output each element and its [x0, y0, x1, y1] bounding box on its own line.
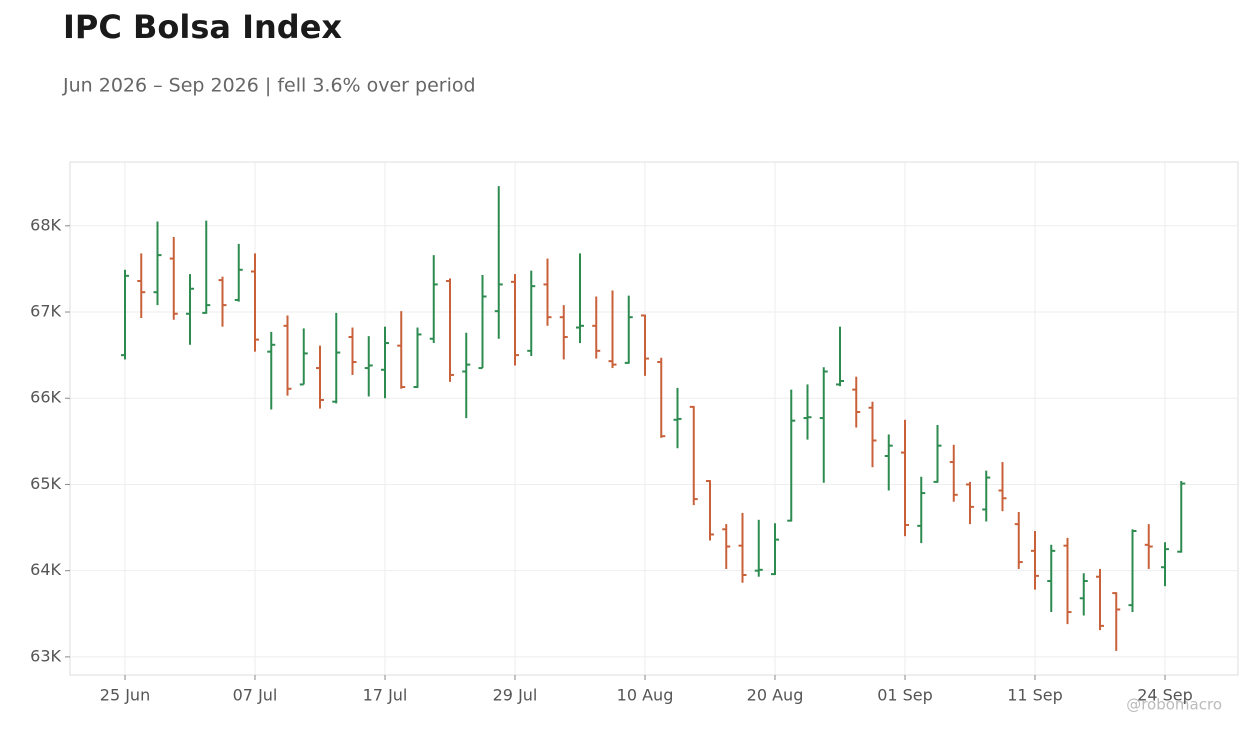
chart-title: IPC Bolsa Index	[63, 8, 342, 46]
x-tick-label: 24 Sep	[1137, 686, 1193, 705]
y-tick-label: 65K	[30, 474, 61, 493]
chart-subtitle: Jun 2026 – Sep 2026 | fell 3.6% over per…	[62, 75, 476, 97]
x-tick-label: 29 Jul	[493, 686, 538, 705]
x-tick-label: 11 Sep	[1007, 686, 1063, 705]
y-tick-label: 67K	[30, 302, 61, 321]
x-tick-label: 17 Jul	[363, 686, 408, 705]
plot-frame	[69, 161, 1239, 676]
y-tick-label: 63K	[30, 646, 61, 665]
watermark: @robomacro	[1126, 696, 1222, 714]
x-tick-label: 10 Aug	[617, 686, 674, 705]
x-tick-label: 25 Jun	[100, 686, 150, 705]
x-tick-label: 01 Sep	[877, 686, 933, 705]
y-tick-label: 64K	[30, 560, 61, 579]
x-tick-label: 07 Jul	[233, 686, 278, 705]
y-tick-label: 68K	[30, 215, 61, 234]
x-tick-label: 20 Aug	[747, 686, 804, 705]
y-tick-label: 66K	[30, 388, 61, 407]
